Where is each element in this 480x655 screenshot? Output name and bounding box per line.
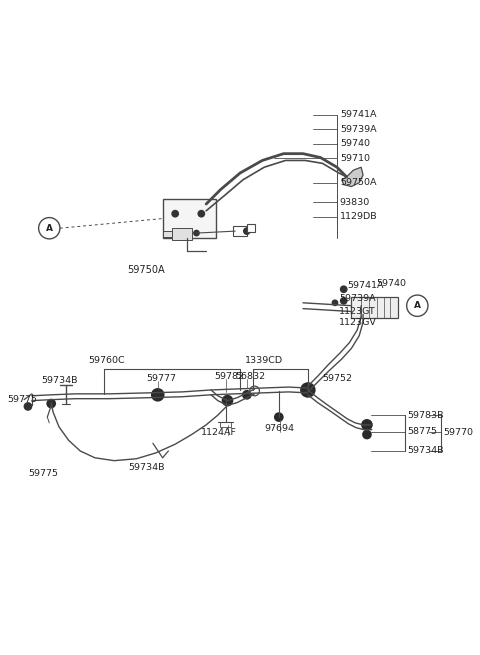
Circle shape <box>300 383 316 398</box>
Bar <box>163 231 172 237</box>
Text: 59750A: 59750A <box>340 178 376 187</box>
Bar <box>351 297 398 318</box>
Circle shape <box>362 430 372 440</box>
Text: 59739A: 59739A <box>339 295 375 303</box>
Circle shape <box>47 399 56 408</box>
Circle shape <box>197 210 205 217</box>
Text: 97694: 97694 <box>264 424 294 433</box>
Text: 59740: 59740 <box>340 140 370 149</box>
Text: A: A <box>414 301 421 310</box>
Text: 1123GT: 1123GT <box>339 307 376 316</box>
Text: 59775: 59775 <box>28 469 59 477</box>
Bar <box>172 228 192 240</box>
Circle shape <box>274 412 284 422</box>
Text: 59741A: 59741A <box>340 111 376 119</box>
Text: A: A <box>46 224 53 233</box>
Text: 59710: 59710 <box>340 154 370 163</box>
Text: 59770: 59770 <box>444 428 473 437</box>
Circle shape <box>340 286 348 293</box>
Text: 58775: 58775 <box>408 427 438 436</box>
Text: 56832: 56832 <box>235 372 265 381</box>
Circle shape <box>332 299 338 306</box>
Text: 59739A: 59739A <box>340 125 376 134</box>
Text: 59740: 59740 <box>377 279 407 288</box>
Circle shape <box>151 388 165 402</box>
Text: 59750A: 59750A <box>127 265 165 275</box>
Text: 59734B: 59734B <box>41 376 78 384</box>
Text: 59777: 59777 <box>146 374 176 383</box>
Bar <box>163 199 216 238</box>
Circle shape <box>407 295 428 316</box>
Text: 59741A: 59741A <box>348 281 384 290</box>
Text: 59782: 59782 <box>214 372 244 381</box>
Text: 1339CD: 1339CD <box>245 356 283 365</box>
Circle shape <box>250 386 259 396</box>
Text: 59734B: 59734B <box>129 463 165 472</box>
Text: 59734B: 59734B <box>408 447 444 455</box>
Circle shape <box>193 230 200 236</box>
Text: 59752: 59752 <box>323 374 352 383</box>
Polygon shape <box>342 167 363 187</box>
Circle shape <box>24 402 32 411</box>
Text: 1124AF: 1124AF <box>201 428 237 437</box>
Bar <box>247 225 254 232</box>
Circle shape <box>38 217 60 239</box>
Circle shape <box>361 419 373 430</box>
Text: 59783B: 59783B <box>408 411 444 420</box>
Text: 1123GV: 1123GV <box>339 318 377 327</box>
Circle shape <box>222 395 233 407</box>
Circle shape <box>171 210 179 217</box>
Circle shape <box>340 297 348 305</box>
Text: 59760C: 59760C <box>88 356 125 365</box>
Circle shape <box>242 390 252 400</box>
Text: 59775: 59775 <box>8 395 37 404</box>
Text: 1129DB: 1129DB <box>340 212 377 221</box>
Circle shape <box>243 227 251 235</box>
Bar <box>233 226 247 236</box>
Text: 93830: 93830 <box>340 198 370 206</box>
